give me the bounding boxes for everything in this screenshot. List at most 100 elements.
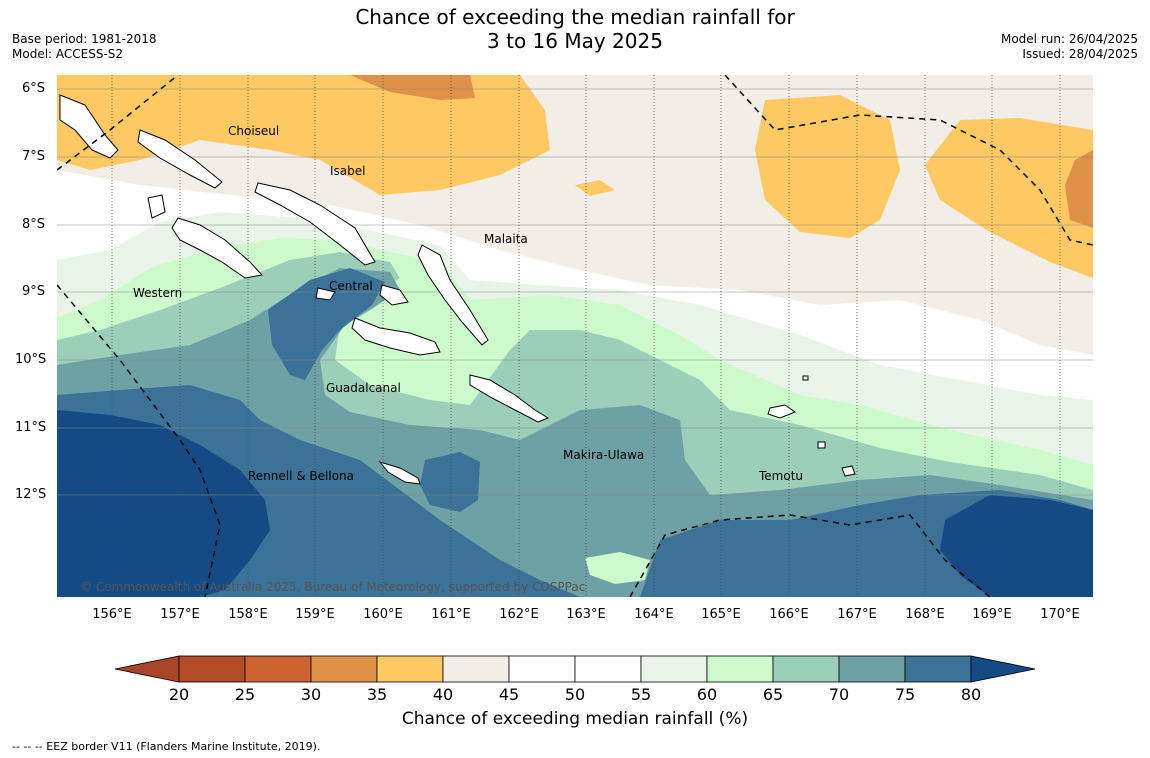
issued-date: Issued: 28/04/2025 bbox=[1022, 47, 1138, 61]
lon-label-163e: 163°E bbox=[566, 607, 606, 622]
band-75-marker bbox=[785, 525, 880, 575]
lat-label-8s: 8°S bbox=[22, 217, 46, 232]
lon-label-167e: 167°E bbox=[837, 607, 877, 622]
colorbar-swatch-70 bbox=[838, 655, 906, 683]
island-rennell bbox=[378, 461, 421, 485]
band-30-north bbox=[350, 75, 475, 100]
title-line-1: Chance of exceeding the median rainfall … bbox=[355, 5, 795, 29]
lon-label-159e: 159°E bbox=[295, 607, 335, 622]
island-reef bbox=[817, 441, 826, 449]
lat-label-10s: 10°S bbox=[15, 352, 47, 367]
lon-label-156e: 156°E bbox=[92, 607, 132, 622]
lon-label-170e: 170°E bbox=[1040, 607, 1080, 622]
island-isabel bbox=[254, 182, 376, 266]
model-run: Model run: 26/04/2025 bbox=[1000, 32, 1138, 46]
colorbar-swatch-65 bbox=[772, 655, 840, 683]
colorbar-swatch-25 bbox=[244, 655, 312, 683]
cb-tick-60: 60 bbox=[696, 685, 718, 704]
cb-tick-30: 30 bbox=[300, 685, 322, 704]
lon-label-157e: 157°E bbox=[160, 607, 200, 622]
place-rennell-bellona: Rennell & Bellona bbox=[248, 469, 355, 483]
place-malaita: Malaita bbox=[484, 232, 528, 246]
island-bougainville bbox=[59, 94, 119, 159]
colorbar-swatch-60 bbox=[706, 655, 774, 683]
lat-label-9s: 9°S bbox=[22, 284, 46, 299]
gridlines bbox=[57, 88, 1093, 496]
place-guadalcanal: Guadalcanal bbox=[326, 381, 401, 395]
cb-tick-45: 45 bbox=[498, 685, 520, 704]
place-isabel: Isabel bbox=[330, 164, 366, 178]
island-choiseul bbox=[137, 129, 223, 189]
lon-label-160e: 160°E bbox=[363, 607, 403, 622]
island-anuta bbox=[802, 375, 809, 381]
map-field bbox=[57, 75, 1093, 597]
island-vella bbox=[147, 194, 166, 219]
band-75-central bbox=[268, 268, 385, 380]
lon-label-169e: 169°E bbox=[972, 607, 1012, 622]
place-western: Western bbox=[133, 286, 183, 300]
title-line-2: 3 to 16 May 2025 bbox=[487, 29, 663, 53]
lat-label-6s: 6°S bbox=[22, 81, 46, 96]
island-florida bbox=[379, 284, 409, 306]
cb-tick-40: 40 bbox=[432, 685, 454, 704]
island-new-georgia bbox=[171, 217, 263, 279]
island-makira bbox=[469, 374, 550, 423]
colorbar-extend-low bbox=[114, 655, 180, 683]
meridians bbox=[111, 75, 1061, 597]
colorbar-swatch-30 bbox=[310, 655, 378, 683]
place-temotu: Temotu bbox=[759, 469, 804, 483]
band-35-small bbox=[575, 180, 615, 196]
island-malaita bbox=[417, 244, 489, 346]
band-80-west bbox=[57, 410, 270, 597]
cb-tick-80: 80 bbox=[960, 685, 982, 704]
colorbar-swatch-35 bbox=[376, 655, 444, 683]
cb-tick-75: 75 bbox=[894, 685, 916, 704]
colorbar-swatch-40 bbox=[442, 655, 510, 683]
colorbar-extend-high bbox=[970, 655, 1036, 683]
metadata-left: Base period: 1981-2018 Model: ACCESS-S2 bbox=[12, 32, 157, 62]
eez-borders bbox=[57, 75, 1093, 597]
band-80-east bbox=[940, 495, 1093, 597]
lon-label-164e: 164°E bbox=[634, 607, 674, 622]
island-vanikoro bbox=[841, 465, 856, 477]
colorbar-swatch-55 bbox=[640, 655, 708, 683]
cb-tick-25: 25 bbox=[234, 685, 256, 704]
colorbar-swatch-75 bbox=[904, 655, 972, 683]
lat-label-11s: 11°S bbox=[15, 420, 47, 435]
band-75-south-mid bbox=[420, 452, 480, 512]
metadata-right: Model run: 26/04/2025 Issued: 28/04/2025 bbox=[1001, 32, 1138, 62]
lon-label-158e: 158°E bbox=[228, 607, 268, 622]
colorbar-swatch-20 bbox=[178, 655, 246, 683]
lon-label-168e: 168°E bbox=[905, 607, 945, 622]
band-30-east bbox=[1065, 150, 1093, 228]
lon-label-165e: 165°E bbox=[701, 607, 741, 622]
eez-footer-note: -- -- -- EEZ border V11 (Flanders Marine… bbox=[12, 740, 321, 753]
lon-label-161e: 161°E bbox=[431, 607, 471, 622]
cb-tick-20: 20 bbox=[168, 685, 190, 704]
colorbar-swatch-50 bbox=[574, 655, 642, 683]
model-name: Model: ACCESS-S2 bbox=[12, 47, 124, 61]
island-central bbox=[315, 287, 336, 301]
colorbar-swatch-45 bbox=[508, 655, 576, 683]
cb-tick-55: 55 bbox=[630, 685, 652, 704]
lon-label-162e: 162°E bbox=[499, 607, 539, 622]
cb-tick-35: 35 bbox=[366, 685, 388, 704]
lat-label-12s: 12°S bbox=[15, 487, 47, 502]
lon-label-166e: 166°E bbox=[769, 607, 809, 622]
place-central: Central bbox=[329, 279, 373, 293]
base-period: Base period: 1981-2018 bbox=[12, 32, 157, 46]
band-35-mid-east bbox=[755, 95, 900, 238]
place-makira-ulawa: Makira-Ulawa bbox=[563, 448, 645, 462]
islands bbox=[59, 94, 856, 485]
place-choiseul: Choiseul bbox=[228, 124, 280, 138]
colorbar bbox=[114, 655, 1036, 683]
island-santa-cruz bbox=[767, 404, 797, 419]
colorbar-title: Chance of exceeding median rainfall (%) bbox=[401, 709, 749, 729]
cb-tick-65: 65 bbox=[762, 685, 784, 704]
cb-tick-70: 70 bbox=[828, 685, 850, 704]
band-35-east bbox=[925, 118, 1093, 278]
cb-tick-50: 50 bbox=[564, 685, 586, 704]
island-guadalcanal bbox=[351, 317, 441, 356]
copyright-notice: © Commonwealth of Australia 2025, Bureau… bbox=[80, 580, 586, 594]
